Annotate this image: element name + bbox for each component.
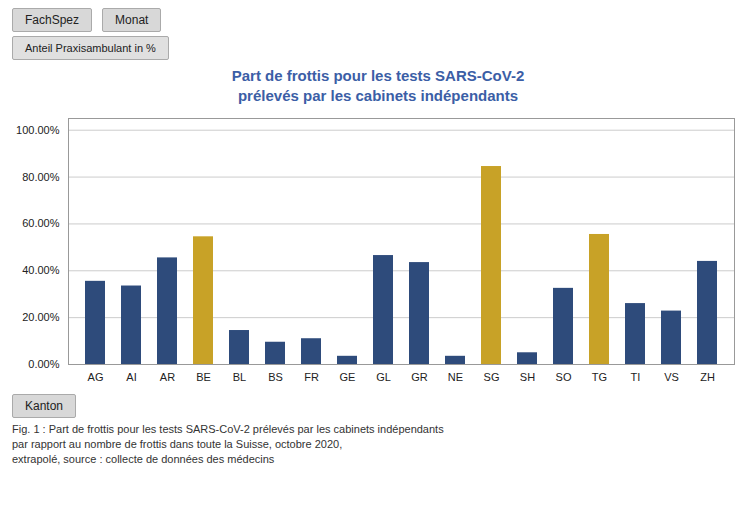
svg-text:GL: GL [376, 371, 391, 383]
svg-text:SO: SO [556, 371, 572, 383]
svg-text:TG: TG [592, 371, 607, 383]
svg-text:100.00%: 100.00% [16, 124, 60, 136]
svg-text:40.00%: 40.00% [22, 264, 60, 276]
svg-text:SG: SG [484, 371, 500, 383]
svg-text:60.00%: 60.00% [22, 217, 60, 229]
svg-text:AI: AI [126, 371, 136, 383]
html-text:prélevés par les cabinets indé: prélevés par les cabinets indépendants [237, 87, 518, 104]
svg-text:TI: TI [631, 371, 641, 383]
svg-text:GR: GR [411, 371, 428, 383]
html-text:Fig. 1 : Part de frottis pour: Fig. 1 : Part de frottis pour les tests … [12, 423, 444, 465]
svg-text:BS: BS [268, 371, 283, 383]
svg-text:BL: BL [233, 371, 246, 383]
svg-text:BE: BE [196, 371, 211, 383]
html-text:FachSpez: FachSpez [25, 13, 79, 27]
svg-text:20.00%: 20.00% [22, 311, 60, 323]
svg-text:SH: SH [520, 371, 535, 383]
html-text:Anteil Praxisambulant in %: Anteil Praxisambulant in % [25, 42, 156, 54]
svg-text:AR: AR [160, 371, 175, 383]
svg-text:VS: VS [664, 371, 679, 383]
svg-text:FR: FR [304, 371, 319, 383]
svg-text:ZH: ZH [700, 371, 715, 383]
html-text:Part de frottis pour les tests: Part de frottis pour les tests SARS-CoV-… [231, 67, 525, 84]
svg-text:80.00%: 80.00% [22, 171, 60, 183]
svg-text:AG: AG [88, 371, 104, 383]
svg-text:0.00%: 0.00% [28, 358, 59, 370]
html-text:Monat: Monat [115, 13, 149, 27]
svg-text:NE: NE [448, 371, 463, 383]
html-text:Kanton: Kanton [25, 399, 63, 413]
svg-text:GE: GE [340, 371, 356, 383]
